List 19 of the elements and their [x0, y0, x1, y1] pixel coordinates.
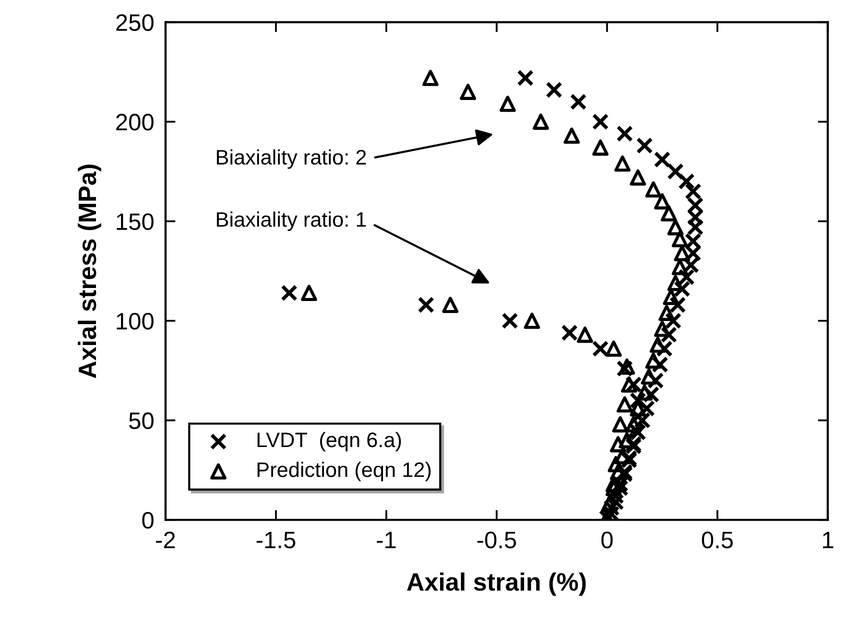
annotation: Biaxiality ratio: 1	[216, 212, 366, 231]
x-tick-label: 0.5	[702, 532, 733, 548]
legend-label: Prediction (eqn 12)	[258, 462, 431, 482]
x-tick-label: -1	[376, 532, 396, 548]
x-tick-label: 1	[823, 532, 834, 548]
x-tick-label: -0.5	[477, 532, 516, 548]
y-tick-label: 100	[116, 312, 154, 330]
x-tick-label: 0	[601, 532, 613, 548]
x-tick-label: -2	[156, 532, 175, 548]
y-tick-label: 50	[129, 412, 154, 430]
y-tick-label: 250	[116, 14, 154, 31]
y-tick-label: 200	[116, 114, 154, 131]
x-tick-label: -1.5	[256, 532, 296, 548]
y-tick-label: 150	[116, 213, 154, 230]
y-axis-title: Axial stress (MPa)	[78, 164, 102, 378]
y-tick-label: 0	[142, 512, 154, 529]
annotation: Biaxiality ratio: 2	[216, 149, 366, 169]
legend-label: LVDT (eqn 6.a)	[258, 432, 401, 452]
x-axis-title: Axial strain (%)	[406, 572, 586, 596]
